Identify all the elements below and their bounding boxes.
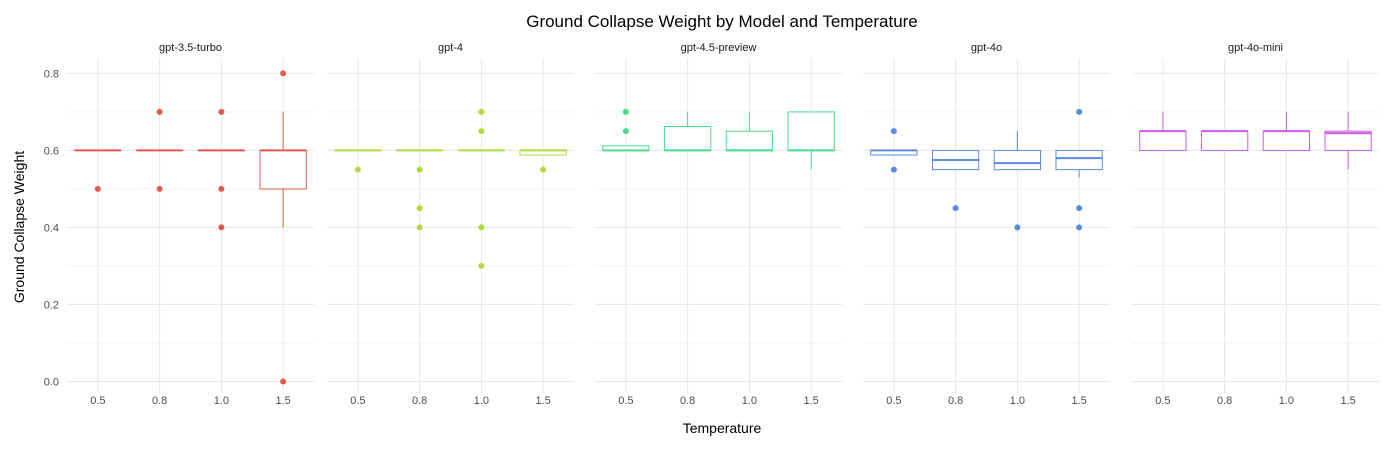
facet-label: gpt-4o-mini [1228,42,1283,54]
outlier-point [1076,205,1083,212]
box-gpt-4.5-preview-1.0 [725,111,774,152]
outlier-point [416,166,423,173]
box-gpt-4o-1.0 [993,131,1042,231]
box-gpt-4-0.8 [395,149,444,231]
x-tick-label: 0.8 [948,395,963,407]
outlier-point [478,128,485,135]
x-tick-label: 1.5 [803,395,818,407]
outlier-point [540,166,547,173]
box-gpt-4o-0.5 [870,128,918,173]
y-axis-title: Ground Collapse Weight [11,151,27,303]
box-body [1055,149,1103,171]
outlier-point [354,166,361,173]
facet-label: gpt-4.5-preview [681,42,757,54]
box-gpt-4o-1.5 [1055,108,1103,231]
facet-panel: gpt-4 0.5 0.8 1.0 1.5 [327,42,574,407]
box-body [787,111,835,151]
outlier-point [156,185,163,192]
x-tick-label: 0.8 [412,395,427,407]
outlier-point [156,108,163,115]
facet-label: gpt-4 [438,42,463,54]
chart-title: Ground Collapse Weight by Model and Temp… [526,12,918,31]
box-gpt-4-1.0 [457,108,506,269]
outlier-point [280,70,287,77]
outlier-point [622,128,629,135]
box-gpt-3.5-turbo-1.0 [197,108,246,231]
box-gpt-4o-mini-1.0 [1262,111,1311,151]
y-tick-label: 0.0 [44,376,59,388]
x-tick-label: 0.5 [350,395,365,407]
outlier-point [416,205,423,212]
box-gpt-4-1.5 [519,149,567,173]
x-tick-label: 1.0 [1010,395,1025,407]
outlier-point [478,224,485,231]
facet-label: gpt-3.5-turbo [159,42,222,54]
x-tick-label: 0.8 [1217,395,1232,407]
box-body [1200,130,1249,151]
x-tick-label: 1.0 [742,395,757,407]
box-gpt-4o-mini-1.5 [1324,111,1372,170]
facet-panels: gpt-3.5-turbo 0.5 0.8 1.0 1.5 gpt-4 0.5 0.8 1.0 1… [67,42,1379,407]
x-axis-title: Temperature [683,420,762,436]
outlier-point [218,108,225,115]
box-gpt-4o-0.8 [931,149,980,212]
box-body [1324,130,1372,151]
box-gpt-4.5-preview-0.8 [663,111,712,152]
box-body [1139,130,1187,151]
x-tick-label: 1.5 [275,395,290,407]
outlier-point [478,262,485,269]
box-body [725,130,774,151]
facet-label: gpt-4o [971,42,1002,54]
x-tick-label: 0.8 [680,395,695,407]
y-tick-label: 0.4 [44,222,59,234]
outlier-point [218,185,225,192]
y-tick-label: 0.8 [44,68,59,80]
x-tick-label: 1.5 [535,395,550,407]
box-gpt-4o-mini-0.8 [1200,130,1249,151]
outlier-point [890,128,897,135]
outlier-point [890,166,897,173]
outlier-point [1076,224,1083,231]
x-tick-label: 1.0 [1279,395,1294,407]
box-gpt-3.5-turbo-1.5 [259,70,307,385]
outlier-point [416,224,423,231]
y-tick-label: 0.2 [44,299,59,311]
x-tick-label: 0.8 [152,395,167,407]
x-tick-label: 0.5 [90,395,105,407]
outlier-point [952,205,959,212]
y-tick-label: 0.6 [44,145,59,157]
box-body [993,149,1042,171]
outlier-point [1076,108,1083,115]
box-gpt-3.5-turbo-0.5 [74,149,122,192]
outlier-point [622,108,629,115]
outlier-point [280,378,287,385]
box-gpt-4-0.5 [334,149,382,173]
box-gpt-4o-mini-0.5 [1139,111,1187,151]
y-axis-ticks: 0.0 0.2 0.4 0.6 0.8 [44,68,59,388]
x-tick-label: 1.0 [214,395,229,407]
box-gpt-4.5-preview-1.5 [787,111,835,170]
outlier-point [218,224,225,231]
outlier-point [478,108,485,115]
box-body [1262,130,1311,151]
facet-panel: gpt-4o-mini 0.5 0.8 1.0 1.5 [1132,42,1379,407]
facet-panel: gpt-3.5-turbo 0.5 0.8 1.0 1.5 [67,42,314,407]
box-body [259,149,307,190]
x-tick-label: 1.0 [474,395,489,407]
x-tick-label: 0.5 [1155,395,1170,407]
x-tick-label: 0.5 [886,395,901,407]
outlier-point [94,185,101,192]
outlier-point [1014,224,1021,231]
x-tick-label: 1.5 [1071,395,1086,407]
x-tick-label: 1.5 [1340,395,1355,407]
x-tick-label: 0.5 [618,395,633,407]
facet-panel: gpt-4o 0.5 0.8 1.0 1.5 [863,42,1110,407]
box-gpt-4.5-preview-0.5 [602,108,650,152]
facet-panel: gpt-4.5-preview 0.5 0.8 1.0 1.5 [595,42,842,407]
box-body [663,126,712,151]
box-gpt-3.5-turbo-0.8 [135,108,184,192]
